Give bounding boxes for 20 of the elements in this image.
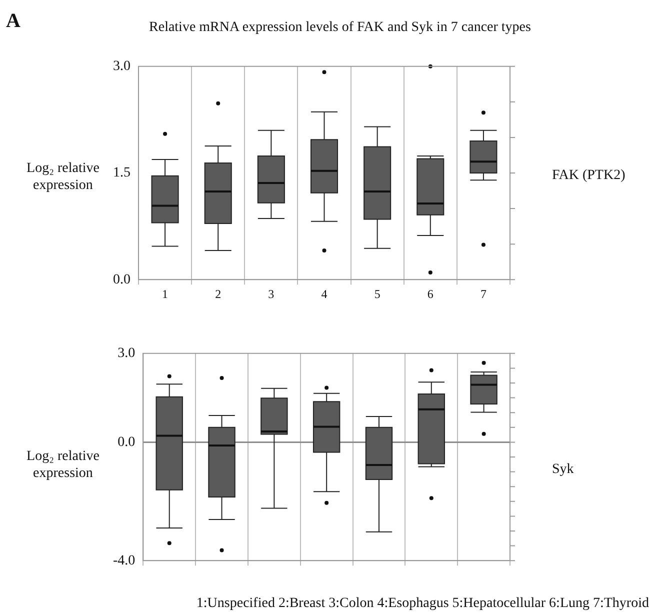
- x-tick-label: 2: [215, 286, 222, 301]
- x-axis-title: 1:Unspecified 2:Breast 3:Colon 4:Esophagus 5:Hepatocellular 6:Lung 7:Thyroid: [195, 596, 649, 612]
- y-axis-title: Log₂ relative expression: [26, 161, 100, 193]
- x-tick-label: 4: [321, 286, 328, 301]
- y-tick-label: 3.0: [118, 346, 136, 362]
- y-tick-label: 3.0: [113, 59, 130, 74]
- y2-axis-title: Syk: [552, 462, 574, 478]
- x-tick-label: 6: [427, 286, 434, 301]
- y-axis-title: Log₂ relative expression: [26, 448, 100, 482]
- y-tick-label: 0.0: [113, 272, 130, 288]
- y2-axis-title: FAK (PTK2): [552, 168, 626, 184]
- x-tick-label: 5: [374, 286, 380, 301]
- y-tick-label: 1.5: [113, 166, 130, 181]
- chart-title: Relative mRNA expression levels of FAK and Syk in 7 cancer types: [148, 20, 532, 36]
- x-tick-label: 3: [268, 286, 274, 301]
- text: A: [6, 10, 20, 33]
- y-tick-label: -4.0: [112, 553, 136, 568]
- y-tick-label: 0.0: [118, 434, 136, 450]
- x-tick-label: 7: [480, 286, 486, 301]
- x-tick-label: 1: [162, 286, 168, 301]
